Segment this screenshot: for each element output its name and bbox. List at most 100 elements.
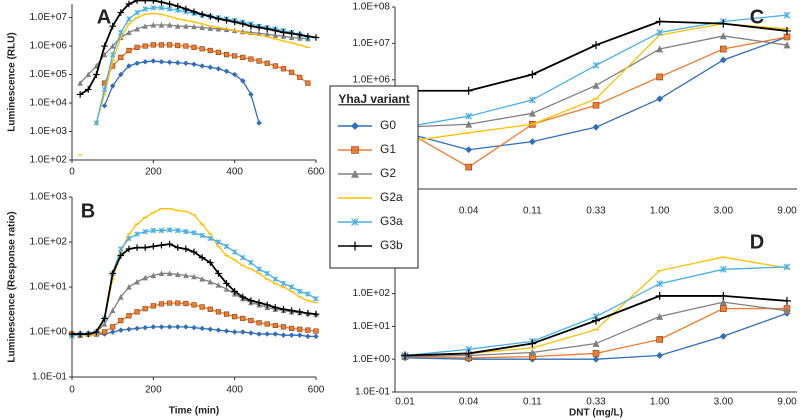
y-tick-label: 1.0E+07 [29,12,67,23]
marker [199,63,205,69]
marker [191,44,197,50]
marker [719,291,728,300]
marker [264,321,270,327]
marker [110,324,116,330]
marker [190,8,198,16]
marker [174,271,181,278]
marker [272,304,279,311]
marker [191,61,197,67]
marker [101,42,108,50]
marker [207,235,213,242]
marker [158,301,165,307]
marker [175,42,181,49]
marker [142,43,148,49]
marker [248,330,254,336]
y-tick-label: 1.0E+01 [29,282,67,293]
marker [240,315,246,322]
marker [142,59,148,65]
marker [719,56,727,64]
marker [150,22,157,28]
marker [215,66,222,72]
y-tick-label: 1.0E-01 [355,387,390,398]
marker [118,327,124,333]
marker [190,248,198,256]
x-tick-label: 0.04 [459,206,479,217]
marker [126,16,132,22]
marker [231,71,238,78]
marker [592,123,600,131]
marker [85,71,92,78]
marker [183,43,189,49]
marker [255,24,263,31]
marker [656,95,664,103]
marker [183,272,189,279]
marker [289,325,295,332]
marker [175,227,181,234]
marker [296,35,303,41]
legend-marker [351,122,359,130]
series-line [404,35,788,128]
marker [175,300,181,306]
marker [117,9,125,16]
marker [84,330,92,338]
marker [150,0,157,4]
x-axis-title: Time (min) [169,406,219,417]
marker [191,324,197,331]
y-tick-label: 1.0E+06 [29,41,67,52]
y-tick-label: 1.0E+03 [29,192,67,203]
marker [133,0,141,4]
y-tick-label: 1.0E+00 [29,327,67,338]
marker [199,24,205,31]
x-tick-label: 600 [308,385,325,396]
marker [239,293,247,301]
marker [183,23,189,29]
legend-label: G1 [380,142,396,156]
marker [783,26,791,35]
marker [141,244,149,251]
marker [134,231,140,237]
marker [719,265,727,273]
marker [93,71,100,78]
y-tick-label: 1.0E+02 [352,288,390,299]
marker [231,249,238,255]
marker [158,59,165,65]
marker [167,300,173,306]
marker [142,6,148,12]
marker [465,120,473,128]
marker [305,291,311,297]
y-tick-label: 1.0E+08 [352,2,390,13]
x-tick-label: 0.33 [586,206,606,217]
marker [158,270,165,277]
marker [592,350,600,357]
marker [198,254,206,261]
marker [656,312,664,320]
marker [158,241,165,249]
marker [231,18,238,26]
marker [182,245,190,253]
marker [297,326,303,332]
series-line [72,243,317,335]
legend-marker [351,169,359,178]
marker [126,47,132,54]
marker [199,46,205,52]
marker [101,86,108,93]
marker [264,60,270,66]
x-tick-label: 1.00 [650,397,670,408]
marker [118,29,124,36]
series-line [405,20,788,92]
marker [783,11,791,19]
marker [109,22,116,30]
x-tick-label: 200 [145,385,162,396]
marker [191,273,197,280]
legend-title: YhaJ variant [338,92,409,106]
marker [465,112,473,120]
marker [223,68,230,75]
legend-marker [351,146,359,154]
marker [313,333,319,340]
y-tick-label: 1.0E+00 [352,354,390,365]
marker [126,284,132,290]
marker [134,278,140,285]
marker [207,25,214,31]
y-tick-label: 1.0E+03 [29,126,67,137]
marker [174,2,182,10]
